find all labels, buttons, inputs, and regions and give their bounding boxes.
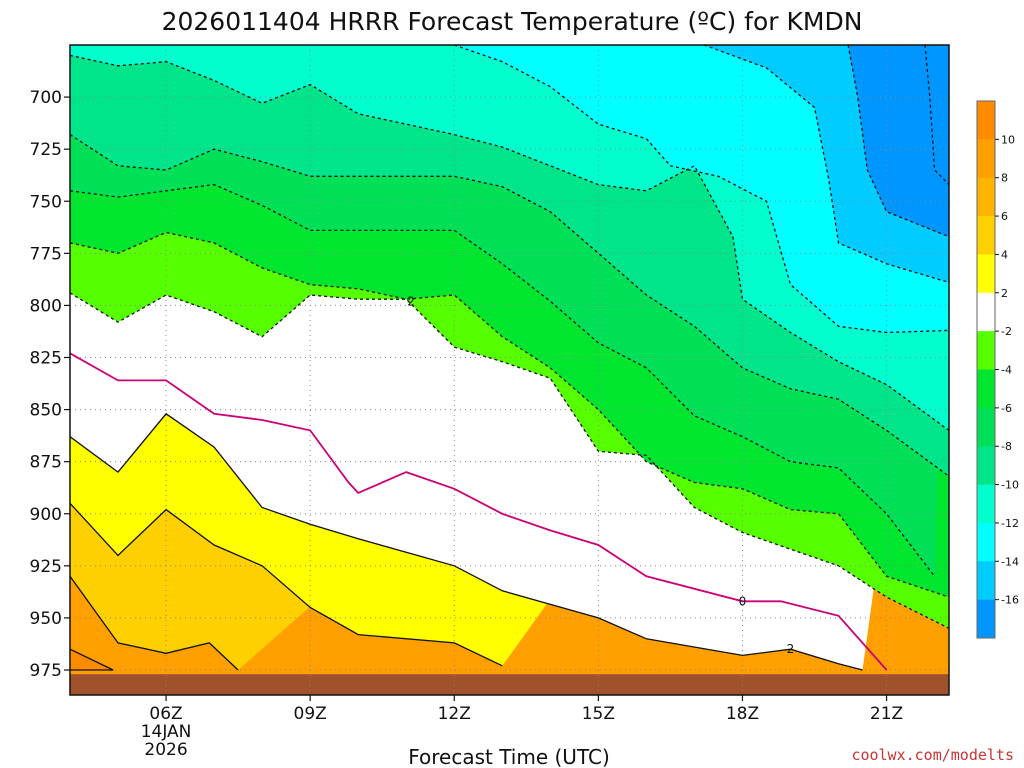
colorbar-tick-label: -10 — [1001, 479, 1019, 492]
y-tick-label: 825 — [30, 349, 62, 369]
contour-line — [70, 54, 949, 431]
x-tick-label: 06Z — [149, 704, 182, 724]
colorbar-band — [977, 292, 995, 332]
plot-frame — [69, 44, 950, 696]
colorbar-band — [977, 331, 995, 370]
contour-labels: 2 0 2 — [407, 294, 794, 656]
y-tick-label: 750 — [30, 192, 62, 212]
contour-line — [454, 45, 949, 334]
colorbar-tick-label: -2 — [1001, 325, 1012, 338]
colorbar-tick-label: -6 — [1001, 402, 1012, 415]
ground-layer — [70, 674, 949, 695]
contour-label: 2 — [787, 642, 795, 656]
colorbar-tick-label: -16 — [1001, 594, 1019, 607]
contour-line — [70, 352, 888, 671]
colorbar-tick-label: -12 — [1001, 517, 1019, 530]
x-tick-label: 12Z — [438, 704, 471, 724]
x-tick-label: 18Z — [726, 704, 759, 724]
fill-band--12 — [70, 45, 949, 333]
contour-line — [924, 45, 949, 186]
colorbar-tick-label: 2 — [1001, 287, 1008, 300]
y-tick-label: 975 — [30, 661, 62, 681]
y-tick-label: 700 — [30, 88, 62, 108]
contour-label: 2 — [407, 294, 415, 308]
colorbar-band — [977, 446, 995, 486]
y-tick-label: 925 — [30, 557, 62, 577]
y-tick-label: 725 — [30, 140, 62, 160]
contour-line — [847, 45, 949, 238]
y-tick-label: 850 — [30, 401, 62, 421]
credit-text: coolwx.com/modelts — [851, 746, 1014, 764]
ground-band — [70, 674, 949, 695]
x-tick-sublabel: 14JAN — [141, 722, 192, 742]
x-axis-label: Forecast Time (UTC) — [408, 745, 610, 768]
colorbar-band — [977, 254, 995, 294]
colorbar-tick-label: 10 — [1001, 133, 1015, 146]
plot-area: 2 0 2 — [70, 45, 949, 695]
contour-lines — [70, 45, 949, 671]
contour-line — [70, 412, 863, 671]
fill-band--16 — [70, 45, 949, 237]
colorbar-tick-label: -8 — [1001, 440, 1012, 453]
colorbar-tick-label: 8 — [1001, 172, 1008, 185]
colorbar-tick-label: 4 — [1001, 248, 1008, 261]
y-tick-label: 900 — [30, 505, 62, 525]
y-axis: 700 725 750 775 800 825 850 875 900 925 950 975 — [30, 88, 70, 681]
x-tick-label: 15Z — [582, 704, 615, 724]
y-tick-label: 800 — [30, 296, 62, 316]
colorbar-band — [977, 561, 995, 601]
colorbar-band — [977, 216, 995, 255]
chart-title: 2026011404 HRRR Forecast Temperature (ºC… — [162, 7, 863, 36]
x-tick-sublabel: 2026 — [144, 740, 187, 760]
colorbar-band — [977, 101, 995, 140]
contour-line — [70, 134, 949, 477]
contour-line — [70, 575, 239, 671]
x-tick-label: 09Z — [294, 704, 327, 724]
colorbar-band — [977, 407, 995, 447]
colorbar: 10 8 6 4 2 -2 -4 -6 -8 -10 -12 -14 -16 — [976, 100, 1019, 639]
colorbar-band — [977, 139, 995, 179]
contour-line — [70, 648, 114, 671]
colorbar-tick-label: 6 — [1001, 210, 1008, 223]
contour-label: 0 — [739, 594, 747, 608]
y-tick-label: 950 — [30, 609, 62, 629]
y-tick-label: 775 — [30, 244, 62, 264]
y-tick-label: 875 — [30, 453, 62, 473]
contour-line — [70, 502, 503, 667]
temperature-fills — [70, 45, 949, 695]
colorbar-band — [977, 484, 995, 524]
contour-line — [70, 292, 949, 629]
colorbar-band — [977, 369, 995, 409]
colorbar-tick-label: -4 — [1001, 364, 1012, 377]
colorbar-tick-label: -14 — [1001, 555, 1019, 568]
colorbar-band — [977, 522, 995, 562]
contour-line — [70, 231, 949, 598]
contour-line — [703, 45, 949, 284]
colorbar-band — [977, 599, 995, 639]
x-tick-label: 21Z — [870, 704, 903, 724]
grid-lines — [70, 45, 949, 695]
colorbar-band — [977, 177, 995, 217]
